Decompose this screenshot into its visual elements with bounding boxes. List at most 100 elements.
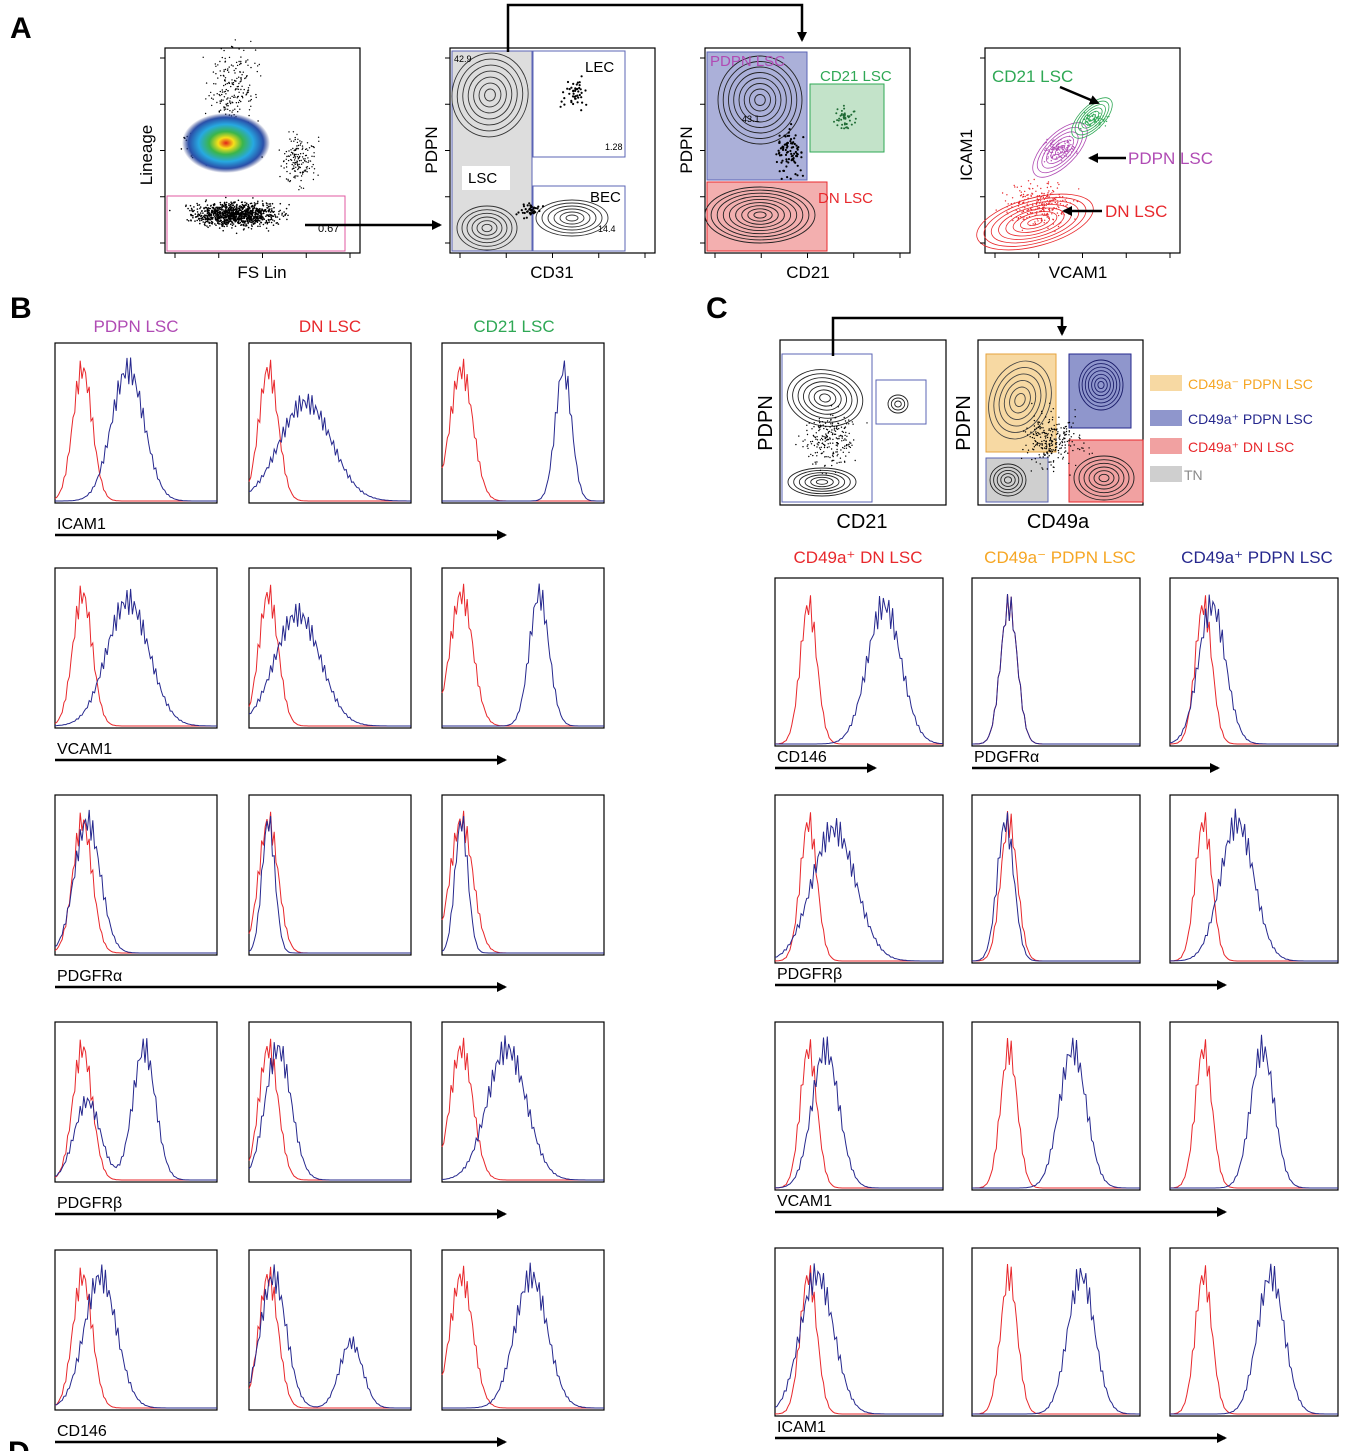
event-dot bbox=[802, 136, 805, 139]
event-dot bbox=[248, 220, 251, 223]
event-dot bbox=[1067, 151, 1069, 153]
event-dot bbox=[238, 91, 240, 94]
event-dot bbox=[243, 205, 246, 208]
event-dot bbox=[240, 211, 243, 213]
event-dot bbox=[1031, 206, 1033, 208]
event-dot bbox=[808, 422, 810, 424]
event-dot bbox=[204, 112, 207, 115]
event-dot bbox=[228, 204, 230, 207]
event-dot bbox=[241, 85, 243, 88]
event-dot bbox=[1031, 436, 1034, 439]
event-dot bbox=[225, 207, 227, 210]
event-dot bbox=[219, 60, 221, 63]
event-dot bbox=[1092, 118, 1094, 121]
event-dot bbox=[1033, 446, 1036, 448]
event-dot bbox=[230, 85, 232, 88]
event-dot bbox=[294, 157, 296, 159]
event-dot bbox=[226, 223, 228, 226]
event-dot bbox=[1022, 202, 1024, 204]
event-dot bbox=[225, 201, 228, 204]
event-dot bbox=[1042, 427, 1044, 429]
event-dot bbox=[242, 221, 244, 224]
event-dot bbox=[254, 222, 256, 224]
event-dot bbox=[311, 155, 313, 157]
event-dot bbox=[845, 122, 848, 125]
event-dot bbox=[1094, 118, 1096, 120]
event-dot bbox=[837, 453, 839, 456]
event-dot bbox=[1058, 206, 1060, 209]
event-dot bbox=[1029, 183, 1032, 185]
event-dot bbox=[1059, 442, 1062, 444]
event-dot bbox=[1084, 122, 1086, 124]
event-dot bbox=[294, 163, 296, 166]
contour-line bbox=[802, 381, 848, 415]
contour-line bbox=[704, 186, 816, 244]
event-dot bbox=[786, 134, 789, 137]
event-dot bbox=[240, 60, 242, 63]
event-dot bbox=[299, 155, 301, 158]
event-dot bbox=[1052, 416, 1054, 418]
event-dot bbox=[1040, 210, 1042, 212]
event-dot bbox=[832, 438, 834, 441]
event-dot bbox=[237, 96, 239, 98]
event-dot bbox=[296, 145, 298, 147]
event-dot bbox=[1076, 152, 1078, 154]
event-dot bbox=[206, 212, 209, 215]
event-dot bbox=[1065, 450, 1067, 452]
event-dot bbox=[840, 461, 842, 463]
contour-line bbox=[1093, 470, 1115, 486]
event-dot bbox=[1052, 223, 1055, 225]
event-dot bbox=[840, 449, 842, 451]
event-dot bbox=[247, 89, 250, 91]
contours bbox=[451, 52, 609, 251]
cd21-lsc-gate bbox=[809, 83, 885, 153]
event-dot bbox=[241, 215, 243, 217]
control-histogram bbox=[441, 1265, 604, 1409]
event-dot bbox=[223, 49, 225, 52]
event-dot bbox=[789, 149, 792, 153]
contour-line bbox=[484, 88, 496, 102]
event-dot bbox=[221, 211, 224, 214]
contour-line bbox=[547, 205, 597, 231]
event-dot bbox=[294, 162, 296, 164]
event-dot bbox=[1069, 139, 1072, 142]
event-dot bbox=[238, 82, 240, 85]
event-dot bbox=[1060, 427, 1062, 429]
event-dot bbox=[1060, 222, 1062, 224]
event-dot bbox=[1056, 158, 1058, 160]
event-dot bbox=[1079, 437, 1081, 440]
histogram-frame bbox=[248, 794, 412, 956]
event-dot bbox=[1054, 450, 1056, 452]
event-dot bbox=[1043, 204, 1046, 207]
event-dot bbox=[1054, 449, 1057, 451]
contour-line bbox=[1073, 455, 1135, 501]
event-dot bbox=[562, 91, 565, 94]
lec-gate bbox=[875, 379, 927, 425]
axis-label: PDGFRβ bbox=[777, 966, 842, 983]
event-dot bbox=[830, 431, 832, 433]
event-dot bbox=[227, 108, 229, 111]
event-dot bbox=[816, 455, 818, 457]
event-dot bbox=[1058, 443, 1061, 446]
event-dot bbox=[278, 213, 280, 215]
event-dot bbox=[1030, 470, 1033, 472]
event-dot bbox=[231, 207, 233, 209]
event-dot bbox=[289, 180, 292, 182]
event-dot bbox=[849, 446, 852, 449]
event-dot bbox=[212, 216, 214, 219]
event-dot bbox=[215, 73, 217, 75]
event-dot bbox=[1052, 470, 1055, 473]
dn-lsc-label: DN LSC bbox=[1105, 202, 1167, 221]
event-dot bbox=[254, 62, 256, 64]
plot-frame bbox=[779, 339, 947, 506]
event-dot bbox=[834, 433, 837, 435]
event-dot bbox=[815, 432, 817, 434]
event-dot bbox=[1023, 190, 1026, 193]
event-dot bbox=[1067, 149, 1069, 151]
event-dot bbox=[1038, 204, 1040, 207]
event-dot bbox=[1089, 120, 1092, 122]
event-dot bbox=[1065, 200, 1068, 203]
event-dot bbox=[293, 149, 295, 152]
event-dot bbox=[1051, 440, 1054, 442]
event-dot bbox=[807, 447, 809, 450]
